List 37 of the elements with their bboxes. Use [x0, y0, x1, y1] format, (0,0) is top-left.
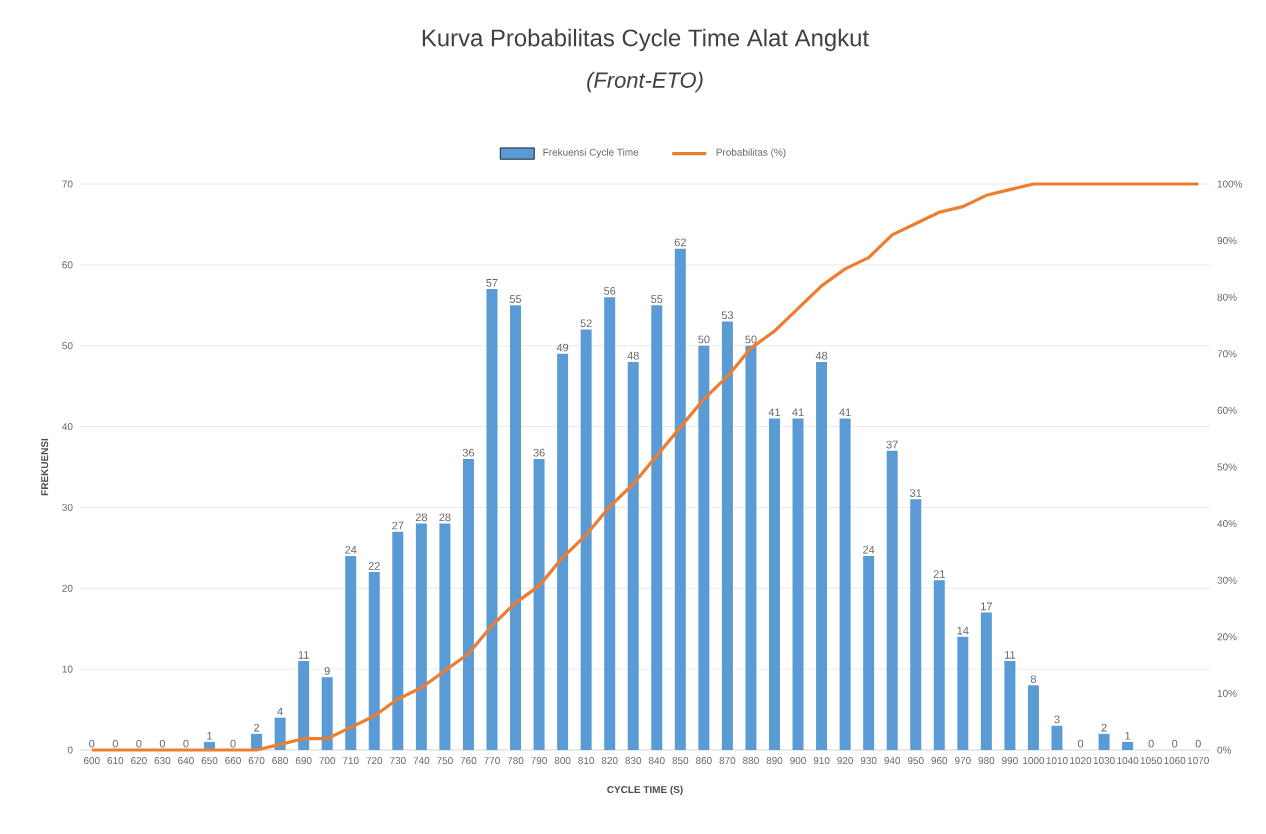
- bar: [1122, 741, 1134, 750]
- bar: [462, 458, 474, 750]
- bar: [745, 345, 757, 750]
- bar: [1027, 685, 1039, 750]
- bar: [627, 361, 639, 750]
- bar: [321, 677, 333, 750]
- bar: [486, 289, 498, 750]
- bar: [1004, 661, 1016, 750]
- chart-title: Kurva Probabilitas Cycle Time Alat Angkut: [422, 28, 869, 52]
- bar: [768, 418, 780, 750]
- bar: [792, 418, 804, 750]
- bar: [604, 297, 616, 750]
- bar: [415, 523, 427, 750]
- chart-subtitle: (Front-ETO): [587, 71, 703, 93]
- bar: [580, 329, 592, 750]
- bar: [910, 499, 922, 750]
- bar: [839, 418, 851, 750]
- bar: [816, 361, 828, 750]
- bar: [886, 450, 898, 750]
- bar: [439, 523, 451, 750]
- bar: [863, 555, 875, 750]
- bar: [1051, 725, 1063, 750]
- bar: [557, 353, 569, 750]
- bar: [980, 612, 992, 750]
- bar: [298, 661, 310, 750]
- bar: [533, 458, 545, 750]
- bar: [698, 345, 710, 750]
- bar: [674, 248, 686, 750]
- bar: [1098, 733, 1110, 750]
- bar: [721, 321, 733, 750]
- bar: [345, 555, 357, 750]
- bar: [510, 305, 522, 750]
- bar: [392, 531, 404, 750]
- bar: [933, 580, 945, 750]
- bar: [368, 572, 380, 750]
- bar: [651, 305, 663, 750]
- bar: [957, 636, 969, 750]
